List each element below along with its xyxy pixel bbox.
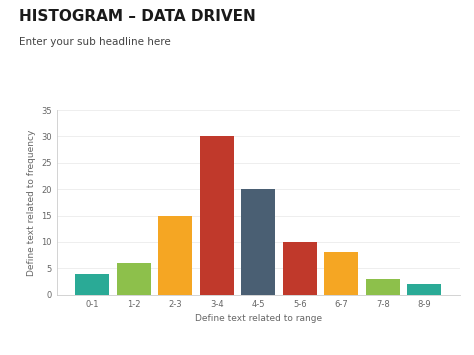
Bar [366, 279, 400, 295]
Bar [283, 242, 317, 295]
Bar [158, 215, 192, 295]
Text: HISTOGRAM – DATA DRIVEN: HISTOGRAM – DATA DRIVEN [19, 9, 255, 24]
Bar [324, 252, 358, 295]
Bar [408, 284, 441, 295]
Bar [75, 274, 109, 295]
X-axis label: Define text related to range: Define text related to range [195, 314, 322, 323]
Bar [200, 136, 234, 295]
Text: Enter your sub headline here: Enter your sub headline here [19, 37, 171, 47]
Y-axis label: Define text related to frequency: Define text related to frequency [27, 129, 36, 275]
Bar [117, 263, 151, 295]
Bar [241, 189, 275, 295]
